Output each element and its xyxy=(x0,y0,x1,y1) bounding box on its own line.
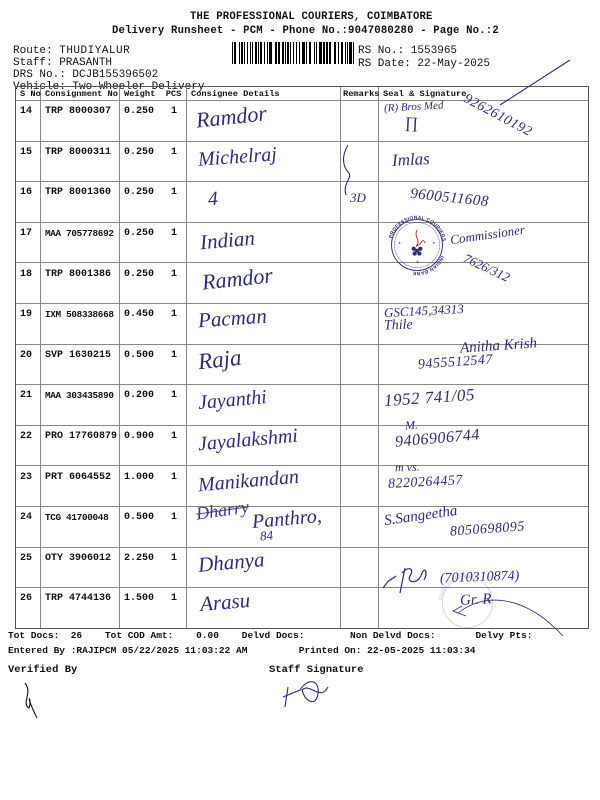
svg-text:INDIAN BANK: INDIAN BANK xyxy=(412,255,445,276)
svg-text:★: ★ xyxy=(433,241,436,246)
svg-text:SHIVA GARMENTS: SHIVA GARMENTS xyxy=(438,573,479,601)
svg-text:★: ★ xyxy=(416,260,419,265)
svg-text:★: ★ xyxy=(398,241,401,246)
svg-text:3D: 3D xyxy=(349,190,367,205)
